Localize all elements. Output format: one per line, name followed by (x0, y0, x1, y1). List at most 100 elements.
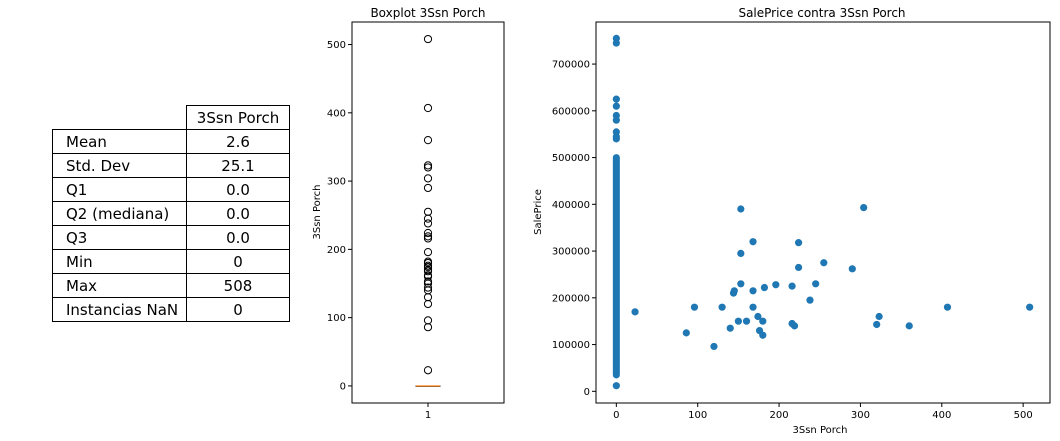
scatter-point (860, 203, 868, 212)
scatter-xticks: 0 100 200 300 400 500 (613, 403, 1033, 421)
boxplot-ytick-label: 500 (327, 40, 346, 51)
scatter-point (749, 238, 757, 246)
boxplot-outlier-point (423, 271, 433, 280)
scatter-ytick-label: 100000 (552, 340, 590, 351)
stats-row-label: Std. Dev (52, 153, 187, 178)
boxplot-outlier-point (423, 234, 433, 243)
boxplot-outlier-point (423, 277, 433, 286)
boxplot-outlier-point (423, 219, 433, 228)
boxplot-outlier-point (423, 232, 433, 241)
scatter-ytick-label: 300000 (552, 247, 590, 258)
boxplot-xtick-label: 1 (425, 410, 431, 421)
scatter-point (749, 303, 757, 311)
scatter-point (806, 296, 814, 304)
boxplot-yticks: 0 100 200 300 400 500 (327, 40, 352, 392)
boxplot-ylabel: 3Ssn Porch (312, 185, 323, 240)
boxplot-chart: Boxplot 3Ssn Porch 3Ssn Porch 0 100 200 300… (312, 6, 505, 421)
stats-row-min: Min 0 (52, 249, 290, 274)
scatter-ytick-label: 700000 (552, 60, 590, 71)
scatter-point (873, 320, 881, 329)
scatter-xtick-label: 300 (851, 410, 870, 421)
scatter-point (737, 280, 745, 288)
scatter-point (790, 322, 799, 330)
scatter-xtick-label: 500 (1014, 410, 1033, 421)
scatter-point (794, 263, 803, 272)
scatter-xlabel: 3Ssn Porch (793, 425, 848, 436)
scatter-ytick-label: 200000 (552, 293, 590, 304)
scatter-xtick-label: 200 (770, 410, 789, 421)
boxplot-ytick-label: 200 (327, 245, 346, 256)
stats-row-label: Q3 (52, 225, 187, 250)
scatter-point (612, 102, 620, 110)
boxplot-ytick-label: 300 (327, 177, 346, 188)
scatter-point (749, 287, 757, 295)
boxplot-outlier-point (423, 207, 433, 216)
scatter-point (631, 308, 639, 316)
boxplot-outlier-point (423, 161, 433, 170)
scatter-point (875, 312, 883, 321)
scatter-point (612, 382, 620, 390)
boxplot-outlier-point (423, 136, 433, 145)
stats-row-value: 0 (186, 249, 290, 274)
boxplot-outlier-point (423, 163, 433, 172)
scatter-point (690, 303, 699, 311)
stats-row-value: 508 (186, 273, 290, 298)
boxplot-outlier-point (423, 34, 433, 44)
boxplot-outlier-point (423, 174, 433, 183)
scatter-point (1026, 303, 1034, 311)
scatter-yticks: 0 100000 200000 300000 400000 500000 600000 700… (552, 60, 596, 398)
scatter-ytick-label: 600000 (552, 106, 590, 117)
boxplot-outlier-point (423, 257, 433, 266)
boxplot-outlier-point (423, 293, 433, 302)
stats-row-value: 0.0 (186, 225, 290, 250)
scatter-point (772, 281, 780, 289)
scatter-point (812, 280, 820, 288)
scatter-ytick-label: 400000 (552, 200, 590, 211)
boxplot-ytick-label: 0 (340, 381, 346, 392)
scatter-point (682, 329, 690, 337)
scatter-point (612, 111, 620, 120)
scatter-point (848, 265, 856, 273)
stats-row-nan: Instancias NaN 0 (52, 297, 290, 322)
scatter-xtick-label: 100 (688, 410, 707, 421)
scatter-point (734, 317, 742, 325)
stats-row-value: 0.0 (186, 201, 290, 226)
stats-row-label: Instancias NaN (52, 297, 187, 322)
stats-row-label: Q2 (mediana) (52, 201, 187, 226)
stats-row-label: Q1 (52, 177, 187, 202)
boxplot-outlier-point (423, 248, 433, 257)
scatter-point (612, 95, 620, 103)
stats-row-label: Max (52, 273, 187, 298)
boxplot-axes-frame (351, 21, 505, 404)
scatter-chart: SalePrice contra 3Ssn Porch 3Ssn Porch S… (533, 6, 1051, 436)
scatter-point (759, 317, 767, 325)
scatter-point (730, 287, 738, 295)
scatter-point (718, 303, 726, 311)
scatter-title: SalePrice contra 3Ssn Porch (738, 6, 905, 20)
scatter-marks (612, 34, 1034, 390)
boxplot-title: Boxplot 3Ssn Porch (370, 6, 485, 20)
stats-row-max: Max 508 (52, 273, 290, 298)
boxplot-outlier-point (423, 366, 433, 375)
boxplot-marks (415, 34, 441, 387)
scatter-point (788, 282, 796, 290)
scatter-point (612, 128, 620, 136)
scatter-point (710, 342, 718, 351)
boxplot-xticks: 1 (425, 403, 431, 421)
stats-row-value: 0.0 (186, 177, 290, 202)
scatter-ytick-label: 500000 (552, 153, 590, 164)
scatter-ytick-label: 0 (584, 387, 590, 398)
stats-row-q1: Q1 0.0 (52, 177, 290, 202)
scatter-xtick-label: 0 (613, 410, 619, 421)
boxplot-outlier-point (423, 214, 433, 223)
boxplot-outlier-point (423, 228, 433, 238)
scatter-axes-frame (595, 21, 1051, 404)
scatter-point (742, 317, 751, 325)
scatter-point (612, 34, 620, 42)
scatter-point (737, 205, 745, 213)
scatter-xtick-label: 400 (932, 410, 951, 421)
boxplot-outlier-point (423, 299, 433, 309)
boxplot-ytick-label: 400 (327, 108, 346, 119)
scatter-ylabel: SalePrice (533, 189, 544, 235)
